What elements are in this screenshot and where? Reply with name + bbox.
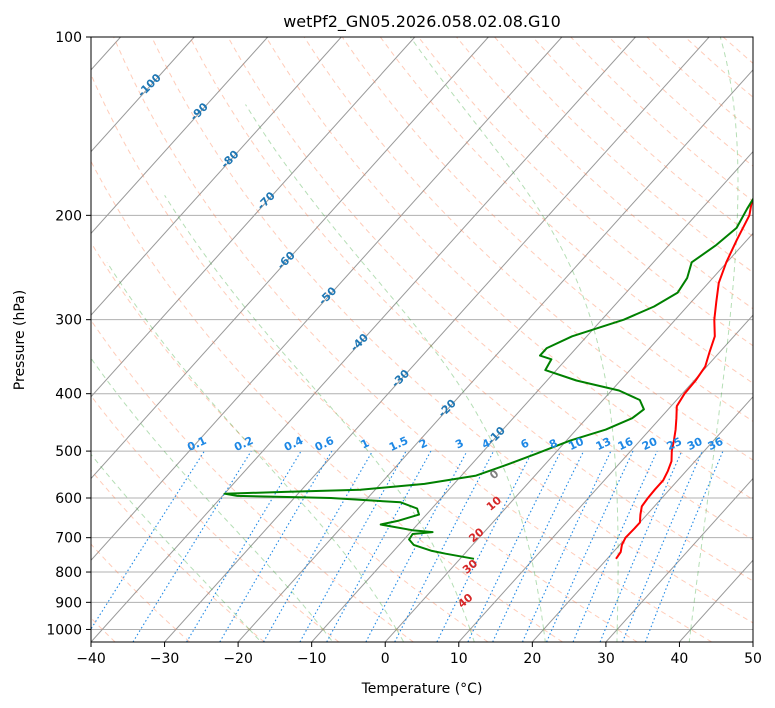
isotherm [752,641,753,642]
dry-adiabat [303,37,753,461]
x-axis-label: Temperature (°C) [361,681,483,697]
isotherm [237,69,753,642]
x-tick-label: 0 [381,651,390,667]
y-tick-label: 400 [55,387,82,403]
y-tick-label: 100 [55,30,82,46]
dry-adiabat [91,469,265,642]
y-axis-label: Pressure (hPa) [12,290,28,390]
dewpoint-profile [223,197,753,560]
mixing-ratio-label: 25 [665,435,684,453]
moist-adiabat [91,357,324,630]
isobar-grid [91,37,753,630]
dry-adiabat [113,37,713,642]
dry-adiabat [341,37,753,422]
isotherm [91,37,489,480]
dry-adiabat [418,37,753,347]
plot-area: 0.1 0.2 0.4 0.6 1 1.5 2 3 4 6 8 10 13 16 20 25 30 36-100-… [91,37,775,642]
y-tick-label: 900 [55,595,82,611]
isotherm [91,37,269,235]
dry-adiabat [227,37,753,541]
dry-adiabat [91,160,563,642]
temperature-profile [615,199,753,560]
mixing-ratio-label: 10 [566,435,586,453]
profile-series [223,197,753,560]
y-tick-label: 800 [55,565,82,581]
mixing-ratio-line [572,450,658,642]
dry-adiabat [151,37,753,624]
dry-adiabat [189,37,753,582]
x-tick-label: 30 [597,651,615,667]
isotherm [458,314,753,642]
mixing-ratio-label: 13 [594,435,613,453]
x-tick-label: 50 [744,651,762,667]
isotherm [384,232,753,642]
dry-adiabats [91,37,775,642]
dry-adiabat [761,37,775,642]
isotherm [91,37,342,316]
mixing-ratio-line [299,450,407,642]
chart-title: wetPf2_GN05.2026.058.02.08.G10 [283,12,561,32]
mixing-ratio-line [644,450,724,642]
moist-adiabat [396,629,405,642]
mixing-ratio-line [599,450,683,642]
dry-adiabat [265,37,753,501]
mixing-ratio-label: 30 [685,435,705,453]
moist-adiabat [409,37,619,630]
mixing-ratio-line [365,450,468,642]
y-tick-label: 300 [55,313,82,329]
x-tick-label: 40 [671,651,689,667]
moist-adiabat [543,629,546,642]
mixing-ratio-line [546,450,634,642]
isotherm [91,37,416,398]
x-tick-label: −20 [223,651,253,667]
moist-adiabat [106,262,397,630]
mixing-ratio-line [622,450,703,642]
moist-adiabat [91,453,250,630]
isotherm [164,37,710,642]
moist-adiabat [249,629,262,642]
mixing-ratio-line [436,450,533,642]
y-tick-label: 700 [55,531,82,547]
mixing-ratio-line [91,450,205,630]
moist-adiabats [91,37,739,642]
x-tick-label: 20 [523,651,541,667]
x-tick-label: −40 [76,651,106,667]
moist-adiabat [245,104,545,630]
x-tick-label: −30 [150,651,180,667]
mixing-ratio-label: 20 [640,435,660,453]
mixing-ratio-label: 36 [706,435,726,453]
y-tick-label: 500 [55,444,82,460]
moist-adiabat [469,629,475,642]
axes-ticks: −40 −30 −20 −10 0 10 20 30 40 50 100 200 300 400 500 60… [46,30,762,667]
x-tick-label: 10 [450,651,468,667]
y-tick-label: 1000 [46,622,82,638]
isotherm [91,37,563,561]
moist-adiabat [322,629,334,642]
moist-adiabat [690,37,739,630]
mixing-ratio-label: 16 [616,435,636,453]
moist-adiabat [688,629,692,642]
isotherm [91,37,636,642]
x-tick-label: −10 [297,651,327,667]
isotherm [605,477,753,642]
y-tick-label: 600 [55,491,82,507]
mixing-ratio-line [326,450,432,642]
isotherm [91,37,195,153]
y-tick-label: 200 [55,208,82,224]
moist-adiabat [164,195,471,630]
isotherm [311,150,753,642]
dry-adiabat [91,241,489,642]
plot-frame [90,36,754,643]
